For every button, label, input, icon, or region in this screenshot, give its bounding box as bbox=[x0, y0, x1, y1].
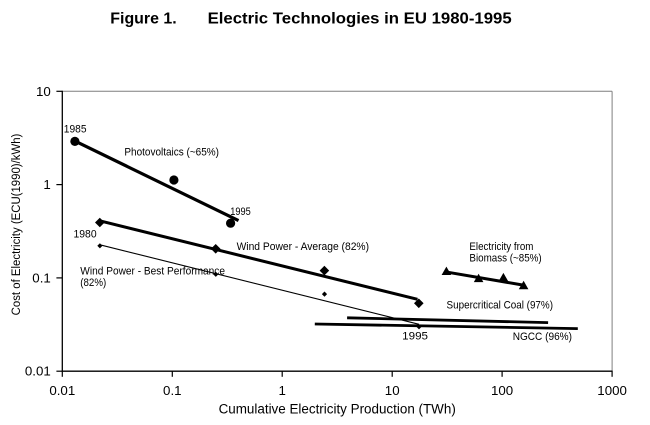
svg-text:0.01: 0.01 bbox=[49, 383, 75, 398]
svg-text:Supercritical Coal (97%): Supercritical Coal (97%) bbox=[447, 299, 554, 311]
svg-text:100: 100 bbox=[491, 383, 513, 398]
svg-text:NGCC (96%): NGCC (96%) bbox=[513, 331, 572, 343]
svg-text:Biomass (~85%): Biomass (~85%) bbox=[469, 253, 541, 265]
svg-text:1000: 1000 bbox=[597, 383, 627, 398]
svg-text:(82%): (82%) bbox=[80, 277, 106, 289]
svg-text:Cost of Electricity (ECU(1990): Cost of Electricity (ECU(1990)/kWh) bbox=[11, 133, 23, 315]
svg-text:1: 1 bbox=[278, 383, 285, 398]
svg-text:0.1: 0.1 bbox=[32, 271, 51, 286]
svg-text:Wind Power - Average (82%): Wind Power - Average (82%) bbox=[237, 241, 370, 253]
svg-text:Wind Power - Best Performance: Wind Power - Best Performance bbox=[80, 266, 225, 278]
svg-text:Electricity from: Electricity from bbox=[469, 241, 533, 253]
svg-text:Figure 1.: Figure 1. bbox=[110, 11, 176, 28]
svg-text:Photovoltaics (~65%): Photovoltaics (~65%) bbox=[124, 146, 219, 158]
svg-text:10: 10 bbox=[36, 84, 51, 99]
svg-text:1980: 1980 bbox=[74, 229, 97, 241]
svg-text:10: 10 bbox=[385, 383, 400, 398]
svg-text:1: 1 bbox=[43, 177, 50, 192]
svg-text:1985: 1985 bbox=[64, 123, 87, 135]
svg-text:0.01: 0.01 bbox=[25, 364, 51, 379]
svg-text:Electric Technologies in EU 19: Electric Technologies in EU 1980-1995 bbox=[208, 11, 512, 28]
svg-text:0.1: 0.1 bbox=[163, 383, 182, 398]
svg-text:Cumulative Electricity Product: Cumulative Electricity Production (TWh) bbox=[219, 402, 456, 417]
svg-text:1995: 1995 bbox=[402, 330, 428, 342]
svg-text:1995: 1995 bbox=[230, 206, 251, 218]
